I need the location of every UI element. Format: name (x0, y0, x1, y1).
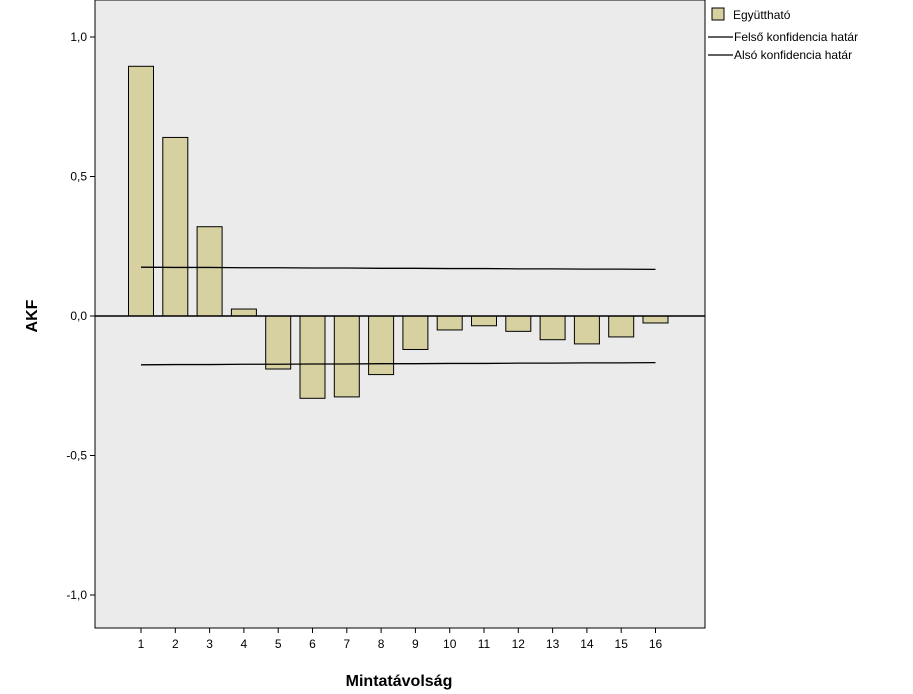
x-tick-label: 8 (378, 637, 385, 651)
bar (573, 315, 600, 345)
y-tick-label: 0,5 (70, 170, 87, 184)
bar (436, 315, 463, 331)
x-tick-label: 10 (443, 637, 457, 651)
y-axis-title: AKF (24, 299, 41, 332)
x-tick-label: 6 (309, 637, 316, 651)
x-tick-label: 9 (412, 637, 419, 651)
bar (162, 136, 189, 317)
y-tick-label: 0,0 (70, 309, 87, 323)
bar (505, 315, 532, 332)
upper-confidence-line (140, 266, 656, 271)
bar (128, 65, 154, 317)
y-axis: 1,0 0,5 0,0 -0,5 -1,0 (66, 30, 95, 602)
bar (333, 315, 360, 398)
x-axis-title: Mintatávolság (346, 673, 453, 690)
y-tick-label: -0,5 (66, 449, 87, 463)
y-tick-label: -1,0 (66, 588, 87, 602)
x-tick-label: 13 (546, 637, 560, 651)
bar (265, 315, 292, 370)
bar (642, 315, 669, 324)
x-tick-label: 7 (343, 637, 350, 651)
bar (368, 315, 395, 376)
legend-swatch-bar (711, 7, 725, 21)
x-tick-label: 3 (206, 637, 213, 651)
bar (196, 226, 223, 317)
bar-series (128, 65, 669, 399)
y-tick-label: 1,0 (70, 30, 87, 44)
confidence-lines (140, 266, 656, 366)
x-tick-label: 12 (512, 637, 526, 651)
bar (299, 315, 326, 399)
lower-confidence-line (140, 361, 656, 366)
legend: Együttható Felső konfidencia határ Alsó ko… (708, 7, 858, 62)
bar (402, 315, 429, 350)
x-tick-label: 5 (275, 637, 282, 651)
bar (608, 315, 635, 338)
x-tick-label: 16 (649, 637, 663, 651)
x-tick-label: 4 (241, 637, 248, 651)
x-tick-label: 14 (580, 637, 594, 651)
bar (230, 308, 257, 317)
x-tick-label: 15 (615, 637, 629, 651)
x-tick-label: 1 (138, 637, 145, 651)
x-axis: 1 2 3 4 5 6 7 8 9 10 11 12 13 14 15 16 (138, 628, 663, 651)
legend-label: Alsó konfidencia határ (734, 48, 852, 62)
x-tick-label: 2 (172, 637, 179, 651)
x-tick-label: 11 (478, 637, 491, 651)
legend-label: Felső konfidencia határ (734, 30, 858, 44)
bar (539, 315, 566, 341)
bar (471, 315, 497, 327)
legend-label: Együttható (733, 8, 791, 22)
